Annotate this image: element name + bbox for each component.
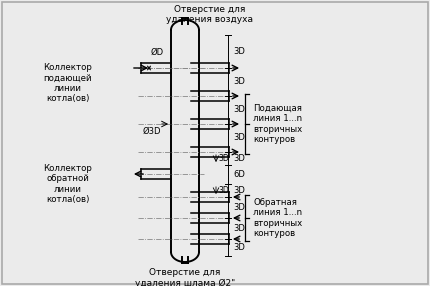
Text: 3D: 3D [218,154,229,163]
Text: Отверстие для
удаления воздуха: Отверстие для удаления воздуха [166,5,254,24]
Text: 3D: 3D [233,154,245,163]
Text: 3D: 3D [233,203,245,212]
Text: 3D: 3D [233,243,245,252]
Text: 6D: 6D [233,170,245,179]
Text: 3D: 3D [233,134,245,142]
Text: 3D: 3D [233,78,245,86]
Text: Подающая
линия 1...n
вторичных
контуров: Подающая линия 1...n вторичных контуров [253,104,302,144]
Text: Коллектор
обратной
линии
котла(ов): Коллектор обратной линии котла(ов) [43,164,92,204]
Text: Коллектор
подающей
линии
котла(ов): Коллектор подающей линии котла(ов) [43,63,92,103]
Text: ØD: ØD [151,48,164,57]
Text: 3D: 3D [233,186,245,195]
Text: 3D: 3D [218,186,229,195]
Text: 3D: 3D [233,47,245,56]
Text: Отверстие для
удаления шлама Ø2": Отверстие для удаления шлама Ø2" [135,268,235,286]
Text: 3D: 3D [233,106,245,114]
Text: Обратная
линия 1...n
вторичных
контуров: Обратная линия 1...n вторичных контуров [253,198,302,238]
Text: Ø3D: Ø3D [143,127,162,136]
Text: 3D: 3D [233,224,245,233]
